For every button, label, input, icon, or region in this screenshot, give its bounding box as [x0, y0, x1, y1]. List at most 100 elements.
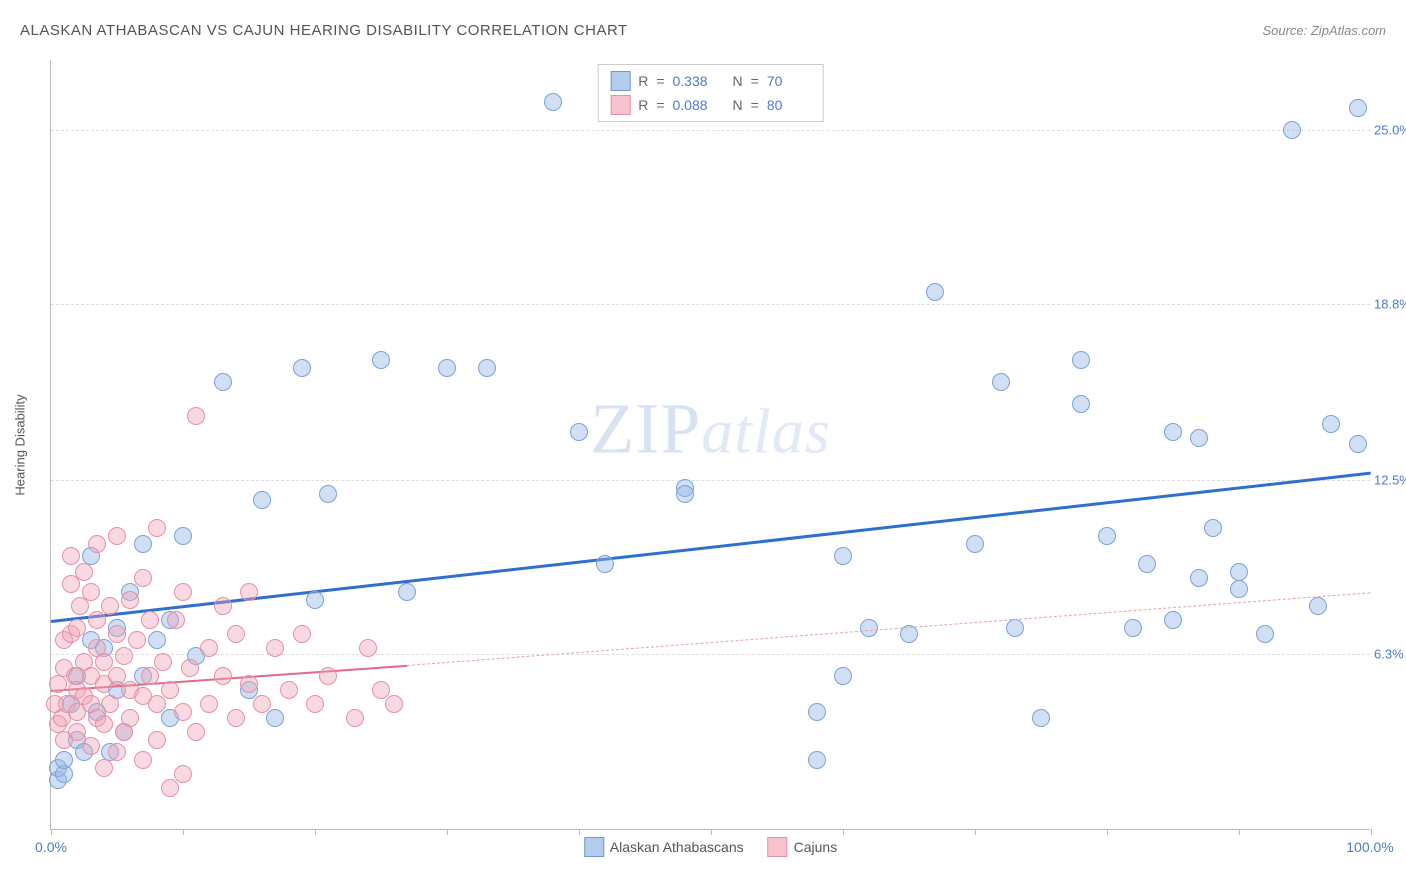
scatter-point	[1124, 619, 1142, 637]
scatter-point	[148, 731, 166, 749]
scatter-point	[161, 611, 179, 629]
scatter-point	[200, 695, 218, 713]
scatter-point	[108, 667, 126, 685]
scatter-point	[95, 675, 113, 693]
scatter-point	[68, 731, 86, 749]
scatter-point	[1032, 709, 1050, 727]
scatter-point	[121, 709, 139, 727]
legend-swatch	[610, 95, 630, 115]
scatter-point	[121, 583, 139, 601]
x-axis-tick	[183, 829, 184, 835]
legend-correlation-row: R=0.338N=70	[606, 69, 815, 93]
scatter-point	[280, 681, 298, 699]
chart-title: ALASKAN ATHABASCAN VS CAJUN HEARING DISA…	[20, 22, 628, 39]
scatter-point	[55, 751, 73, 769]
scatter-point	[55, 765, 73, 783]
x-axis-tick	[975, 829, 976, 835]
y-axis-tick-label: 12.5%	[1374, 473, 1406, 488]
x-axis-max-label: 100.0%	[1346, 839, 1393, 855]
scatter-point	[174, 527, 192, 545]
scatter-point	[1098, 527, 1116, 545]
scatter-point	[148, 695, 166, 713]
scatter-point	[82, 631, 100, 649]
scatter-point	[75, 743, 93, 761]
scatter-point	[992, 373, 1010, 391]
scatter-point	[55, 731, 73, 749]
scatter-point	[293, 359, 311, 377]
scatter-point	[108, 625, 126, 643]
scatter-point	[1230, 580, 1248, 598]
scatter-point	[544, 93, 562, 111]
scatter-point	[385, 695, 403, 713]
scatter-point	[82, 583, 100, 601]
scatter-point	[55, 659, 73, 677]
scatter-point	[346, 709, 364, 727]
scatter-point	[478, 359, 496, 377]
scatter-point	[398, 583, 416, 601]
scatter-point	[148, 519, 166, 537]
scatter-point	[53, 709, 71, 727]
scatter-point	[181, 659, 199, 677]
scatter-point	[71, 597, 89, 615]
scatter-point	[62, 695, 80, 713]
scatter-point	[834, 667, 852, 685]
scatter-point	[438, 359, 456, 377]
scatter-point	[88, 703, 106, 721]
scatter-point	[266, 709, 284, 727]
watermark: ZIPatlas	[590, 388, 830, 471]
scatter-point	[306, 695, 324, 713]
x-axis-tick	[447, 829, 448, 835]
scatter-point	[214, 373, 232, 391]
chart-header: ALASKAN ATHABASCAN VS CAJUN HEARING DISA…	[20, 22, 1386, 39]
legend-series-item: Alaskan Athabascans	[584, 837, 744, 857]
plot-area: ZIPatlas R=0.338N=70R=0.088N=80 0.0% 100…	[50, 60, 1370, 830]
gridline	[51, 130, 1370, 131]
chart-container: Hearing Disability ZIPatlas R=0.338N=70R…	[50, 60, 1370, 830]
legend-swatch	[584, 837, 604, 857]
scatter-point	[1006, 619, 1024, 637]
scatter-point	[926, 283, 944, 301]
scatter-point	[1349, 99, 1367, 117]
scatter-point	[68, 667, 86, 685]
scatter-point	[174, 765, 192, 783]
scatter-point	[134, 569, 152, 587]
legend-series-item: Cajuns	[768, 837, 838, 857]
r-value: 0.088	[673, 97, 717, 113]
scatter-point	[62, 625, 80, 643]
scatter-point	[808, 751, 826, 769]
scatter-point	[1164, 423, 1182, 441]
legend-swatch	[610, 71, 630, 91]
scatter-point	[1322, 415, 1340, 433]
scatter-point	[121, 591, 139, 609]
y-axis-tick-label: 25.0%	[1374, 123, 1406, 138]
scatter-point	[293, 625, 311, 643]
scatter-point	[46, 695, 64, 713]
scatter-point	[860, 619, 878, 637]
scatter-point	[1164, 611, 1182, 629]
x-axis-tick	[1371, 829, 1372, 835]
scatter-point	[66, 667, 84, 685]
x-axis-tick	[1107, 829, 1108, 835]
scatter-point	[58, 695, 76, 713]
scatter-point	[101, 695, 119, 713]
chart-source: Source: ZipAtlas.com	[1262, 23, 1386, 38]
scatter-point	[141, 611, 159, 629]
scatter-point	[55, 631, 73, 649]
scatter-point	[808, 703, 826, 721]
scatter-point	[676, 479, 694, 497]
scatter-point	[134, 535, 152, 553]
scatter-point	[68, 619, 86, 637]
scatter-point	[240, 681, 258, 699]
scatter-point	[227, 709, 245, 727]
scatter-point	[227, 625, 245, 643]
scatter-point	[1138, 555, 1156, 573]
scatter-point	[95, 653, 113, 671]
scatter-point	[82, 547, 100, 565]
scatter-point	[372, 681, 390, 699]
x-axis-tick	[711, 829, 712, 835]
scatter-point	[174, 703, 192, 721]
scatter-point	[174, 583, 192, 601]
scatter-point	[108, 681, 126, 699]
n-value: 70	[767, 73, 811, 89]
scatter-point	[253, 695, 271, 713]
